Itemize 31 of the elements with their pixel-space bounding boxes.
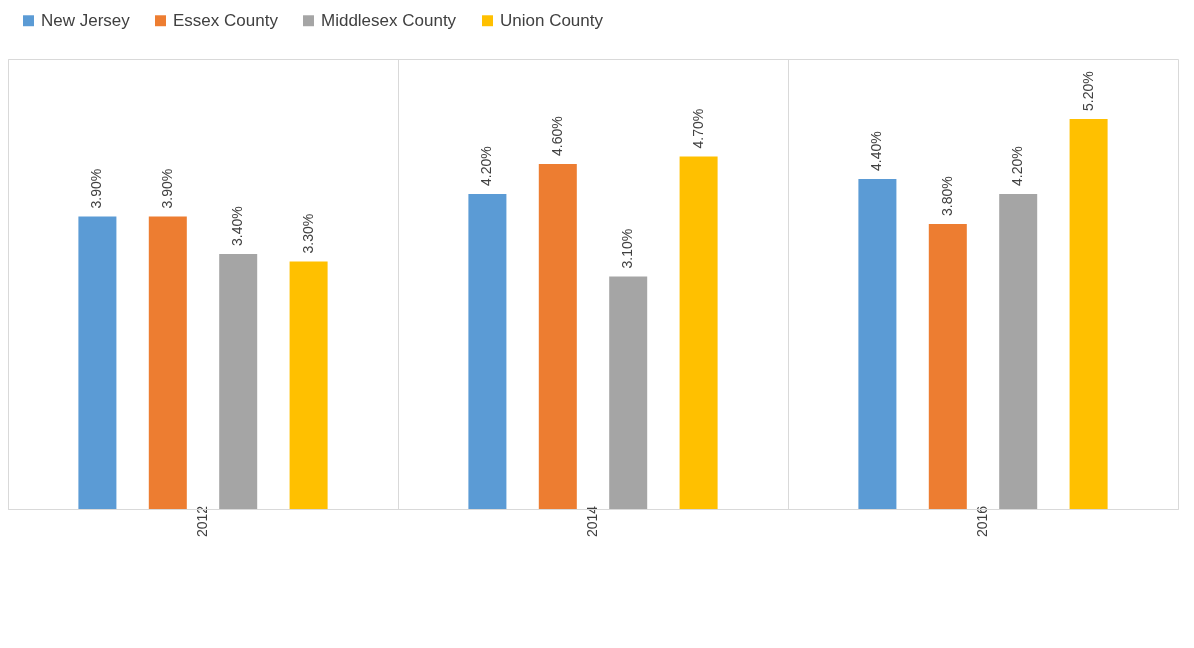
data-label: 5.20% xyxy=(1079,71,1096,111)
bar xyxy=(679,156,718,509)
bar xyxy=(858,179,897,509)
legend-label: Middlesex County xyxy=(321,10,457,30)
x-tick-label: 2014 xyxy=(584,505,600,538)
data-label: 3.40% xyxy=(229,206,246,246)
bar xyxy=(289,261,328,509)
data-label: 4.70% xyxy=(689,108,706,149)
legend-label: Union County xyxy=(500,10,604,30)
data-label: 4.20% xyxy=(1009,146,1026,186)
data-label: 4.60% xyxy=(548,116,565,156)
data-label: 3.90% xyxy=(158,168,175,209)
bar xyxy=(999,194,1038,509)
bar xyxy=(609,276,648,509)
bar xyxy=(148,216,187,509)
bar xyxy=(928,224,967,509)
bar xyxy=(468,194,507,509)
x-tick-label: 2012 xyxy=(194,505,210,538)
bar xyxy=(538,164,577,509)
legend-label: New Jersey xyxy=(41,10,131,30)
data-label: 3.80% xyxy=(938,176,955,216)
legend-label: Essex County xyxy=(173,10,279,30)
data-label: 3.90% xyxy=(88,168,105,209)
x-tick-label: 2016 xyxy=(974,505,990,538)
bar xyxy=(78,216,117,509)
data-label: 4.20% xyxy=(478,146,495,186)
bar xyxy=(219,254,258,509)
data-label: 4.40% xyxy=(868,131,885,171)
data-label: 3.10% xyxy=(619,228,636,269)
bar xyxy=(1069,119,1108,509)
data-label: 3.30% xyxy=(299,213,316,254)
